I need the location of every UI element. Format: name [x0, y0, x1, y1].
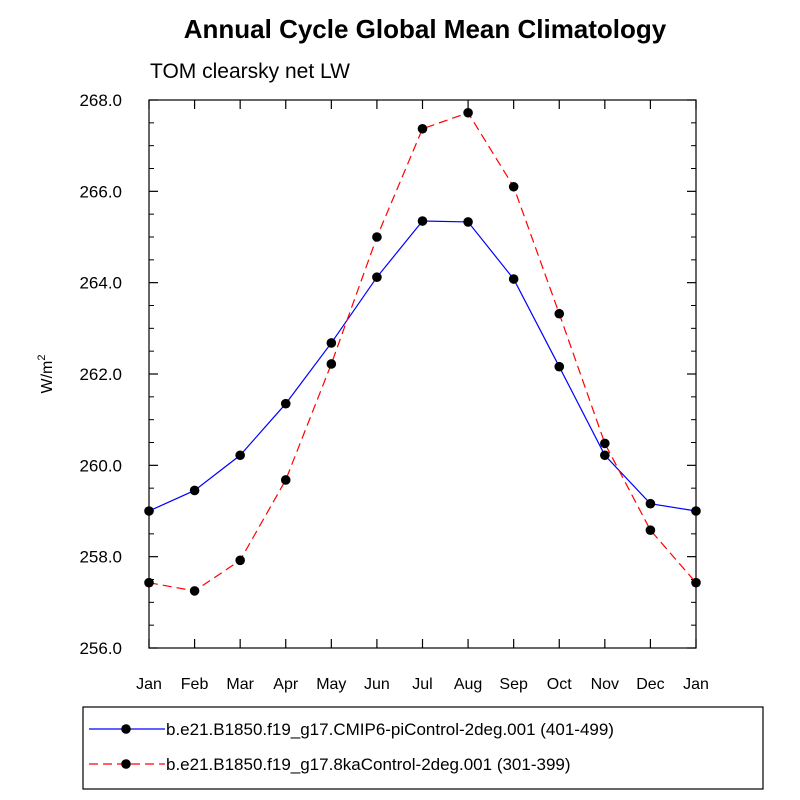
chart-title: Annual Cycle Global Mean Climatology [184, 14, 667, 44]
series-1-point [645, 498, 656, 509]
x-tick-label: Oct [547, 676, 572, 693]
series-2-point [554, 308, 565, 319]
x-tick-label: Dec [636, 676, 664, 693]
series-2-point [600, 438, 610, 449]
y-tick-label: 262.0 [79, 365, 122, 384]
legend-label-2: b.e21.B1850.f19_g17.8kaControl-2deg.001 … [166, 755, 571, 774]
series-1-point [463, 217, 473, 227]
series-2-point [280, 475, 291, 485]
legend-marker-2 [121, 759, 131, 769]
series-2-point [372, 232, 382, 242]
y-axis-label-text: W/m [39, 361, 56, 394]
y-tick-label: 268.0 [79, 91, 122, 110]
series-1-point [691, 506, 701, 516]
series-1-point [372, 272, 382, 282]
series-2-point [508, 181, 519, 192]
x-tick-label: Jun [364, 676, 390, 693]
series-2-point [463, 107, 473, 118]
series-1-point [554, 361, 565, 372]
y-tick-label: 264.0 [79, 274, 122, 293]
legend-marker-1 [121, 724, 131, 734]
legend-label-1: b.e21.B1850.f19_g17.CMIP6-piControl-2deg… [166, 720, 614, 739]
series-1-point [326, 338, 337, 348]
x-tick-label: Aug [454, 676, 482, 693]
series-2-point [235, 555, 245, 566]
y-tick-label: 260.0 [79, 456, 122, 475]
x-tick-labels: Jan Feb Mar Apr May Jun Jul Aug Sep Oct Nov Dec Jan [136, 676, 709, 693]
svg-text:W/m2: W/m2 [36, 355, 56, 394]
y-axis-label-superscript: 2 [36, 355, 48, 361]
x-tick-label: Jan [136, 676, 162, 693]
series-1-point [508, 274, 519, 284]
series-2-point [326, 359, 337, 369]
series-1-point [280, 398, 291, 409]
series-1-point [600, 450, 610, 461]
x-tick-label: Feb [181, 676, 209, 693]
series-1-point [235, 450, 245, 461]
x-tick-label: Nov [591, 676, 619, 693]
y-tick-label: 258.0 [79, 548, 122, 567]
series-2-point [144, 577, 154, 588]
series-2-point [189, 586, 200, 596]
y-tick-label: 266.0 [79, 182, 122, 201]
x-tick-label: Mar [226, 676, 254, 693]
x-tick-label: Jan [683, 676, 709, 693]
y-tick-labels: 256.0 258.0 260.0 262.0 264.0 266.0 268.0 [79, 91, 122, 658]
y-tick-label: 256.0 [79, 639, 122, 658]
axis-ticks [148, 99, 697, 649]
chart-subtitle: TOM clearsky net LW [150, 60, 350, 83]
series-2-point [645, 525, 656, 535]
series-lines [144, 107, 701, 596]
x-tick-label: May [316, 676, 346, 693]
y-axis-label: W/m2 [36, 355, 56, 394]
series-1-line [148, 220, 697, 512]
x-tick-label: Apr [273, 676, 299, 693]
series-2-point [417, 123, 428, 134]
series-2-line [148, 112, 697, 592]
legend: b.e21.B1850.f19_g17.CMIP6-piControl-2deg… [89, 720, 614, 774]
series-2-point [691, 577, 701, 588]
series-1-point [144, 506, 154, 516]
legend-box [82, 706, 764, 790]
series-1-point [189, 485, 200, 496]
x-tick-label: Sep [499, 676, 528, 693]
x-tick-label: Jul [412, 676, 432, 693]
series-1-point [417, 216, 428, 226]
